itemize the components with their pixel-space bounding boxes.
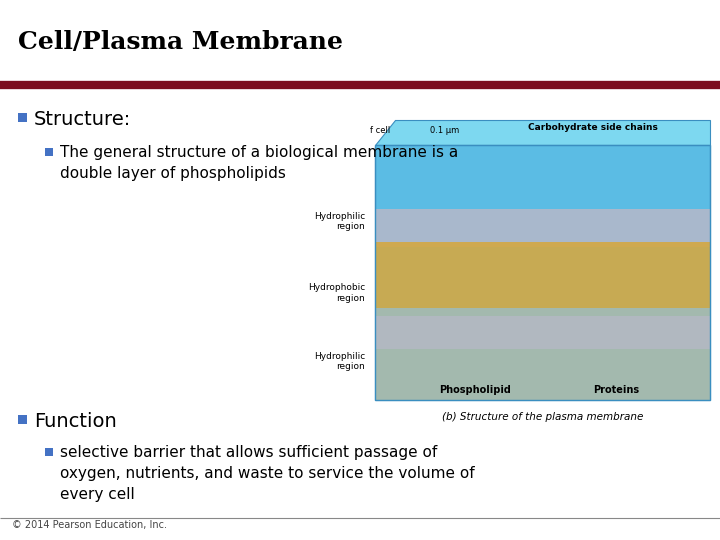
Bar [375, 316, 710, 349]
Text: Hydrophobic
region: Hydrophobic region [307, 283, 365, 302]
Text: © 2014 Pearson Education, Inc.: © 2014 Pearson Education, Inc. [12, 520, 167, 530]
Text: Structure:: Structure: [34, 110, 131, 129]
Text: Carbohydrate side chains: Carbohydrate side chains [528, 123, 657, 132]
Text: Function: Function [34, 412, 117, 431]
Text: The general structure of a biological membrane is a
double layer of phospholipid: The general structure of a biological me… [60, 145, 458, 181]
Bar [18, 415, 27, 423]
Bar [45, 448, 53, 456]
Text: f cell: f cell [370, 126, 390, 135]
Bar [375, 145, 710, 400]
Text: Hydrophilic
region: Hydrophilic region [314, 212, 365, 231]
Text: Hydrophilic
region: Hydrophilic region [314, 352, 365, 372]
Polygon shape [375, 120, 710, 145]
Text: Proteins: Proteins [593, 385, 639, 395]
Text: (b) Structure of the plasma membrane: (b) Structure of the plasma membrane [442, 412, 643, 422]
Bar [45, 148, 53, 156]
Bar [375, 209, 710, 247]
Text: Cell/Plasma Membrane: Cell/Plasma Membrane [18, 30, 343, 54]
Text: 0.1 μm: 0.1 μm [430, 126, 459, 135]
Bar [375, 308, 710, 400]
Text: Phospholipid: Phospholipid [440, 385, 511, 395]
Bar [375, 145, 710, 400]
Bar [375, 242, 710, 308]
Text: selective barrier that allows sufficient passage of
oxygen, nutrients, and waste: selective barrier that allows sufficient… [60, 445, 474, 502]
Bar [18, 112, 27, 122]
